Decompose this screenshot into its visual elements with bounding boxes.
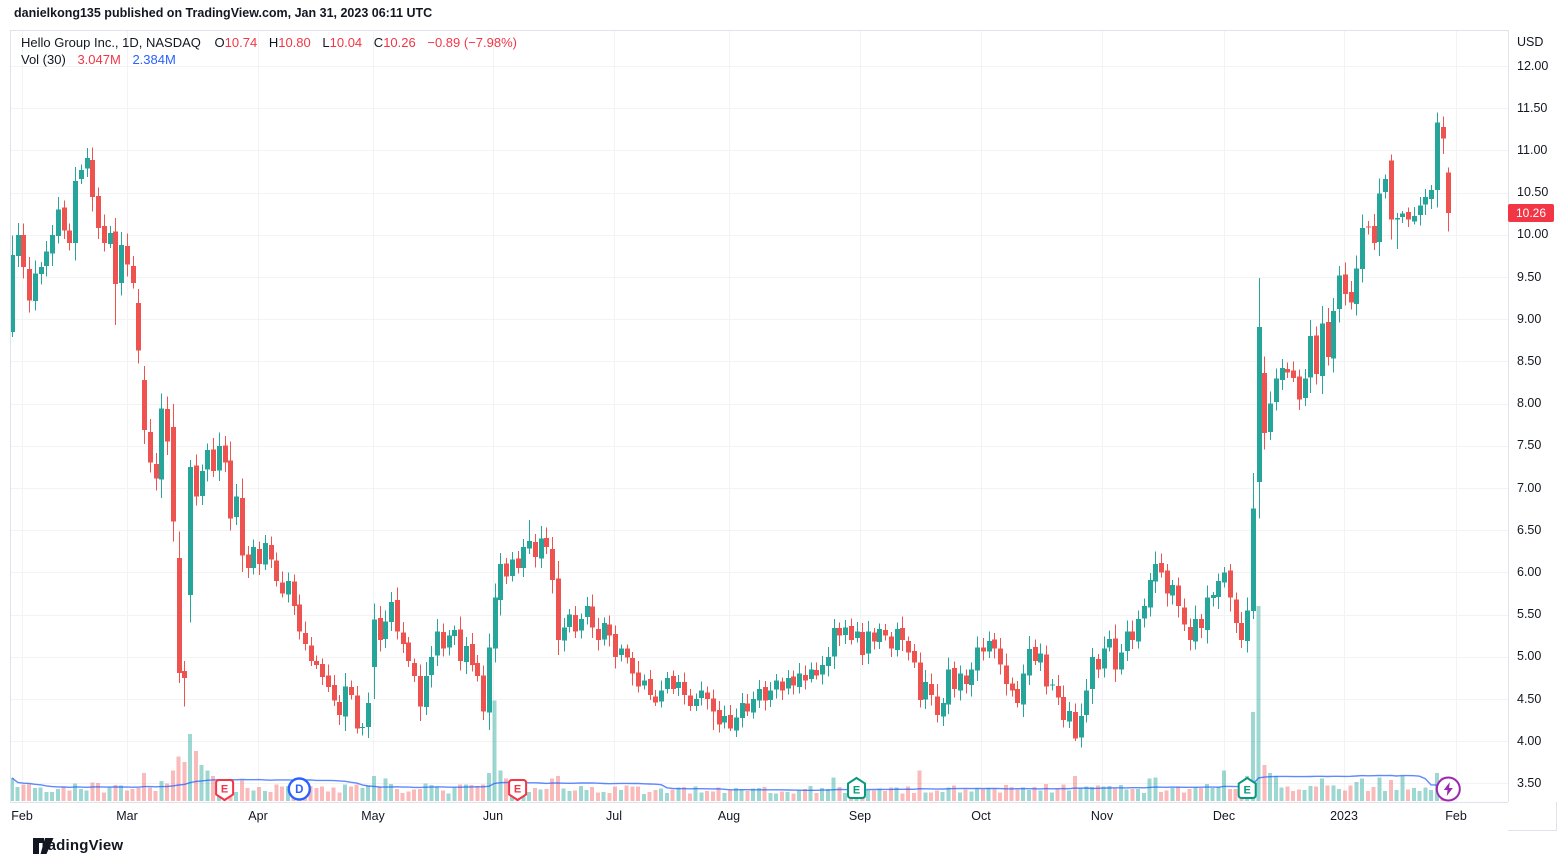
- price-tick-label: 5.50: [1517, 607, 1542, 622]
- symbol-title: Hello Group Inc., 1D, NASDAQ: [21, 35, 201, 50]
- svg-text:E: E: [514, 784, 521, 796]
- close-label: C: [373, 35, 384, 50]
- price-tick-label: 4.50: [1517, 691, 1542, 706]
- change-value: −0.89 (−7.98%): [427, 35, 517, 50]
- time-tick-label: Jul: [606, 809, 622, 823]
- candles: [11, 112, 1451, 748]
- legend-volume-row[interactable]: Vol (30) 3.047M 2.384M: [21, 52, 517, 68]
- svg-text:D: D: [295, 784, 303, 796]
- price-tick-label: 5.00: [1517, 649, 1542, 664]
- dividend-marker[interactable]: D: [287, 777, 311, 801]
- time-tick-label: Feb: [1445, 809, 1467, 823]
- time-tick-label: Aug: [717, 809, 741, 823]
- event-marker[interactable]: [1435, 776, 1461, 802]
- price-tick-label: 6.50: [1517, 522, 1542, 537]
- time-tick-label: Sep: [848, 809, 872, 823]
- volume-label: Vol (30): [21, 52, 66, 67]
- earnings-marker[interactable]: E: [847, 776, 866, 799]
- high-label: H: [268, 35, 279, 50]
- time-tick-label: Oct: [971, 809, 991, 823]
- open-value: 10.74: [224, 35, 258, 50]
- high-value: 10.80: [278, 35, 311, 50]
- volume-value: 3.047M: [77, 52, 121, 67]
- price-tick-label: 3.50: [1517, 775, 1542, 790]
- low-value: 10.04: [329, 35, 363, 50]
- close-value: 10.26: [383, 35, 416, 50]
- earnings-marker[interactable]: E: [1237, 776, 1257, 799]
- volume-ma-line: [11, 774, 1449, 791]
- price-tick-label: 7.00: [1517, 480, 1542, 495]
- price-tick-label: 8.50: [1517, 353, 1542, 368]
- price-tick-label: 4.00: [1517, 733, 1542, 748]
- price-tick-label: 11.50: [1517, 100, 1548, 115]
- price-tick-label: 8.00: [1517, 396, 1542, 411]
- time-tick-label: May: [361, 809, 385, 823]
- earnings-marker[interactable]: E: [215, 779, 235, 802]
- time-tick-label: Feb: [11, 809, 33, 823]
- legend-symbol-row[interactable]: Hello Group Inc., 1D, NASDAQ O10.74 H10.…: [21, 35, 517, 51]
- time-tick-label: 2023: [1330, 809, 1358, 823]
- price-tick-label: 9.50: [1517, 269, 1542, 284]
- price-tick-label: 10.50: [1517, 185, 1549, 200]
- open-label: O: [214, 35, 225, 50]
- tradingview-logo[interactable]: TradingView: [33, 837, 123, 854]
- volume-bars: [11, 606, 1451, 801]
- svg-text:E: E: [853, 785, 860, 797]
- price-tick-label: 9.00: [1517, 311, 1542, 326]
- svg-text:E: E: [221, 784, 228, 796]
- time-tick-label: Apr: [248, 809, 268, 823]
- tradingview-logo-text: TradingView: [33, 837, 124, 854]
- grid: [11, 31, 1508, 802]
- time-tick-label: Dec: [1212, 809, 1236, 823]
- chart-legend[interactable]: Hello Group Inc., 1D, NASDAQ O10.74 H10.…: [21, 35, 517, 69]
- price-tick-label: 11.00: [1517, 142, 1548, 157]
- volume-ma-value: 2.384M: [132, 52, 176, 67]
- price-tick-label: 10.00: [1517, 227, 1549, 242]
- price-tick-label: 7.50: [1517, 438, 1542, 453]
- price-tick-label: 6.00: [1517, 564, 1542, 579]
- price-tick-label: 12.00: [1517, 58, 1549, 73]
- earnings-marker[interactable]: E: [508, 779, 528, 802]
- low-label: L: [322, 35, 330, 50]
- time-tick-label: Mar: [116, 809, 138, 823]
- currency-label: USD: [1517, 35, 1544, 49]
- time-axis[interactable]: Feb Mar Apr May Jun Jul Aug Sep Oct Nov Dec 2023 Feb: [10, 802, 1508, 831]
- tradingview-logo-icon: [33, 838, 54, 854]
- attribution: danielkong135 published on TradingView.c…: [14, 6, 433, 20]
- last-price-badge: 10.26: [1508, 203, 1554, 222]
- price-axis[interactable]: USD 12.00 11.50 11.00 10.50 10.00 9.50 9.00 8.5…: [1508, 30, 1557, 802]
- time-tick-label: Jun: [482, 809, 504, 823]
- svg-text:E: E: [1244, 785, 1251, 797]
- time-tick-label: Nov: [1090, 809, 1114, 823]
